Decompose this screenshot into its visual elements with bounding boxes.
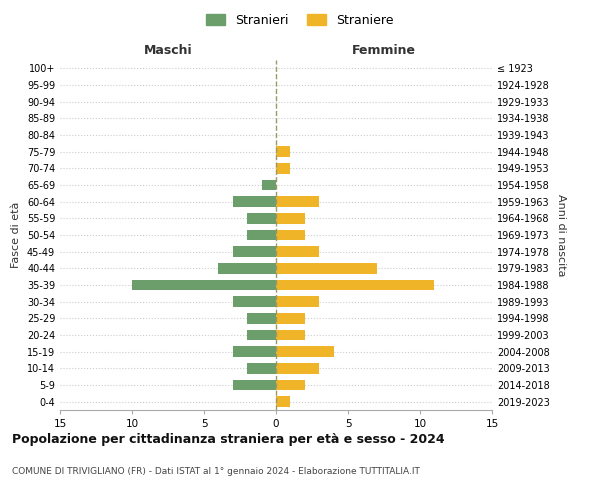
Bar bbox=[233, 246, 276, 257]
Bar bbox=[276, 380, 305, 390]
Bar bbox=[276, 346, 334, 357]
Bar bbox=[276, 246, 319, 257]
Bar bbox=[247, 363, 276, 374]
Bar bbox=[233, 296, 276, 307]
Text: Femmine: Femmine bbox=[352, 44, 416, 57]
Bar bbox=[276, 196, 319, 207]
Bar bbox=[276, 263, 377, 274]
Bar bbox=[276, 230, 305, 240]
Bar bbox=[276, 313, 305, 324]
Bar bbox=[233, 196, 276, 207]
Text: Maschi: Maschi bbox=[143, 44, 193, 57]
Bar bbox=[247, 230, 276, 240]
Bar bbox=[132, 280, 276, 290]
Bar bbox=[276, 363, 319, 374]
Bar bbox=[233, 380, 276, 390]
Bar bbox=[276, 296, 319, 307]
Bar bbox=[276, 163, 290, 174]
Bar bbox=[233, 346, 276, 357]
Bar bbox=[247, 313, 276, 324]
Y-axis label: Anni di nascita: Anni di nascita bbox=[556, 194, 566, 276]
Bar bbox=[276, 213, 305, 224]
Bar bbox=[262, 180, 276, 190]
Text: COMUNE DI TRIVIGLIANO (FR) - Dati ISTAT al 1° gennaio 2024 - Elaborazione TUTTIT: COMUNE DI TRIVIGLIANO (FR) - Dati ISTAT … bbox=[12, 468, 420, 476]
Bar bbox=[276, 330, 305, 340]
Bar bbox=[276, 280, 434, 290]
Bar bbox=[247, 330, 276, 340]
Y-axis label: Fasce di età: Fasce di età bbox=[11, 202, 21, 268]
Bar bbox=[218, 263, 276, 274]
Bar bbox=[247, 213, 276, 224]
Bar bbox=[276, 396, 290, 407]
Bar bbox=[276, 146, 290, 157]
Text: Popolazione per cittadinanza straniera per età e sesso - 2024: Popolazione per cittadinanza straniera p… bbox=[12, 432, 445, 446]
Legend: Stranieri, Straniere: Stranieri, Straniere bbox=[202, 8, 398, 32]
